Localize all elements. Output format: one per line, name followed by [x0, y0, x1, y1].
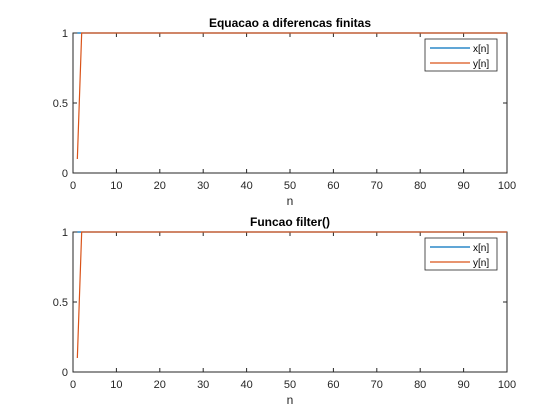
legend-label: x[n] [473, 44, 489, 55]
y-tick-label: 0.5 [53, 98, 68, 110]
x-axis-label: n [287, 393, 294, 407]
x-tick-label: 90 [457, 180, 469, 192]
legend: x[n] y[n] [424, 38, 498, 72]
legend-box [424, 38, 498, 72]
x-tick-label: 60 [327, 379, 339, 391]
y-tick-label: 1 [62, 28, 68, 40]
x-tick-label: 30 [197, 180, 209, 192]
x-tick-label: 100 [498, 379, 516, 391]
x-tick-label: 50 [284, 180, 296, 192]
x-tick-label: 0 [70, 379, 76, 391]
x-tick-label: 90 [457, 379, 469, 391]
x-axis-label: n [287, 194, 294, 208]
x-tick-label: 70 [371, 379, 383, 391]
chart-title: Equacao a diferencas finitas [209, 16, 371, 30]
y-tick-label: 1 [62, 227, 68, 239]
x-tick-label: 30 [197, 379, 209, 391]
legend: x[n] y[n] [424, 237, 498, 271]
x-tick-label: 20 [154, 180, 166, 192]
y-tick-label: 0 [62, 168, 68, 180]
x-tick-label: 40 [240, 180, 252, 192]
x-tick-label: 10 [110, 180, 122, 192]
legend-label: y[n] [473, 258, 489, 269]
x-tick-label: 70 [371, 180, 383, 192]
x-tick-label: 80 [414, 180, 426, 192]
legend-label: y[n] [473, 59, 489, 70]
legend-label: x[n] [473, 243, 489, 254]
y-tick-label: 0.5 [53, 297, 68, 309]
chart-2: Funcao filter() 0 10 20 30 40 50 60 70 80 90 100 0 0.… [53, 215, 516, 407]
x-tick-label: 40 [240, 379, 252, 391]
y-tick-label: 0 [62, 367, 68, 379]
series-line-2 [76, 231, 507, 359]
chart-title: Funcao filter() [250, 215, 330, 229]
legend-box [424, 237, 498, 271]
x-tick-label: 60 [327, 180, 339, 192]
x-tick-label: 80 [414, 379, 426, 391]
x-tick-label: 20 [154, 379, 166, 391]
x-tick-label: 10 [110, 379, 122, 391]
series-line-2 [76, 32, 507, 160]
x-tick-label: 0 [70, 180, 76, 192]
x-tick-label: 100 [498, 180, 516, 192]
x-tick-label: 50 [284, 379, 296, 391]
